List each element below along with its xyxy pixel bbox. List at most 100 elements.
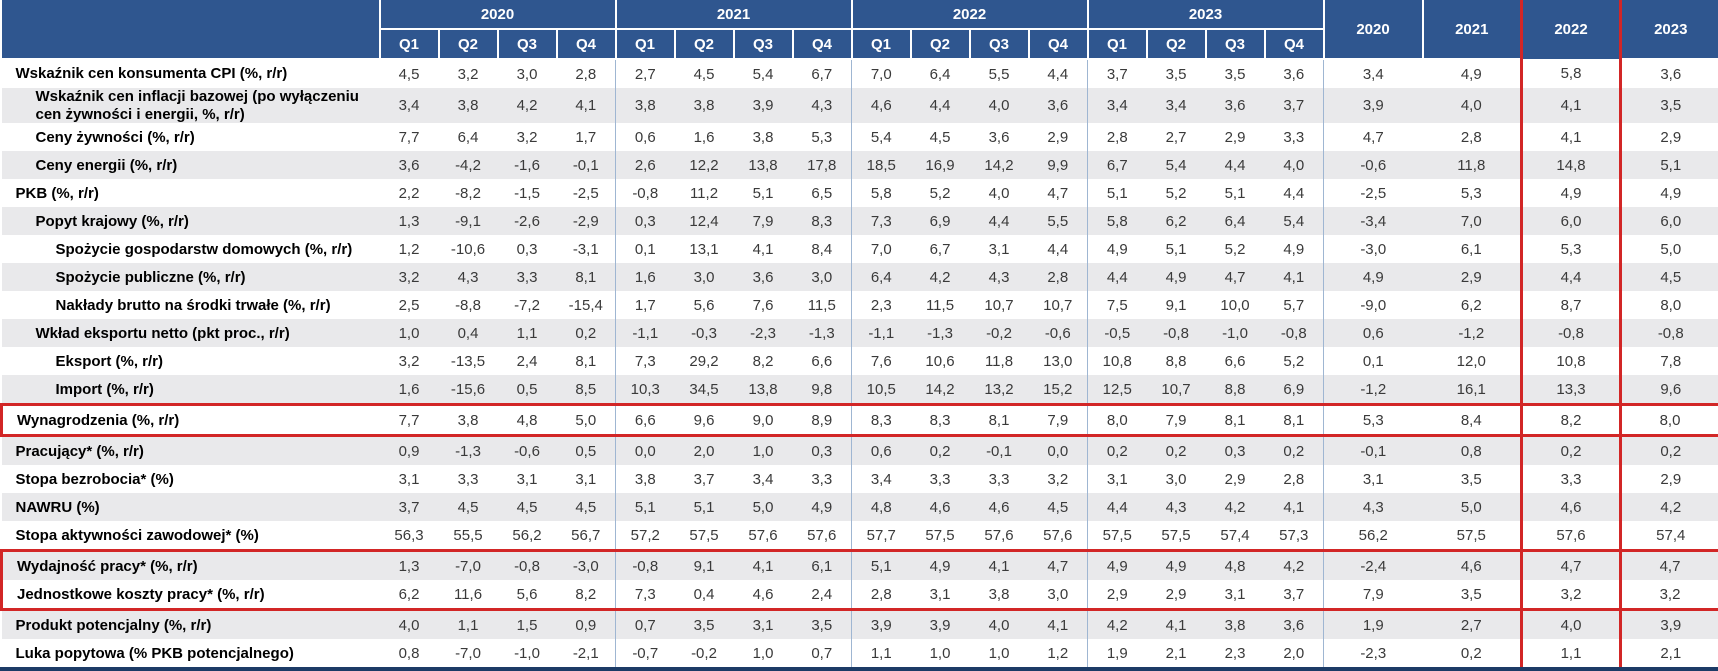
value-cell: 3,1 xyxy=(575,470,597,488)
value-cell: 2,1 xyxy=(1660,644,1682,662)
value-cell: 4,1 xyxy=(752,240,774,258)
value-cell: 3,6 xyxy=(398,156,420,174)
table-row: Pracujący* (%, r/r) 0,9 -1,3 -0,6 0,5 0,0 2,0 1… xyxy=(1,435,1718,466)
value-cell: 13,2 xyxy=(984,380,1014,398)
value-cell: 4,4 xyxy=(1520,263,1622,292)
year-header-2022: 2022 xyxy=(850,0,1089,30)
value-cell: 1,1 xyxy=(851,639,911,668)
year-header-2021: 2021 xyxy=(614,0,853,30)
table-row: Produkt potencjalny (%, r/r) 4,0 1,1 1,5 0,9… xyxy=(1,609,1718,640)
value-cell: 0,5 xyxy=(516,380,538,398)
row-label: Nakłady brutto na środki trwałe (%, r/r) xyxy=(55,296,331,314)
value-cell: 5,1 xyxy=(693,498,715,516)
table-row: Popyt krajowy (%, r/r) 1,3 -9,1 -2,6 -2,9 0,3… xyxy=(1,207,1718,236)
value-cell: 4,9 xyxy=(1087,549,1147,581)
value-cell: 10,8 xyxy=(1520,347,1622,376)
value-cell: 7,0 xyxy=(851,235,911,264)
value-cell: -2,5 xyxy=(572,184,599,202)
value-cell: -2,4 xyxy=(1323,549,1423,581)
value-cell: 5,1 xyxy=(1165,240,1187,258)
value-cell: 10,5 xyxy=(851,375,911,405)
value-cell: 2,3 xyxy=(1224,644,1246,662)
value-cell: 3,7 xyxy=(693,470,715,488)
value-cell: 4,0 xyxy=(1520,609,1622,640)
quarter-header: Q4 xyxy=(1027,28,1089,60)
value-cell: 0,7 xyxy=(615,609,675,640)
value-cell: 0,2 xyxy=(1520,435,1622,466)
value-cell: -9,0 xyxy=(1323,291,1423,320)
value-cell: 2,9 xyxy=(1146,580,1206,612)
value-cell: 4,6 xyxy=(988,498,1010,516)
value-cell: 4,9 xyxy=(1283,240,1305,258)
row-label: Spożycie publiczne (%, r/r) xyxy=(55,268,246,286)
value-cell: 8,4 xyxy=(811,240,833,258)
value-cell: -2,3 xyxy=(750,324,776,342)
year-header-2020: 2020 xyxy=(378,0,617,30)
value-cell: 3,5 xyxy=(1460,470,1482,488)
value-cell: 5,6 xyxy=(497,580,557,612)
value-cell: -0,8 xyxy=(1657,324,1684,342)
value-cell: -7,0 xyxy=(438,549,498,581)
value-cell: -0,2 xyxy=(986,324,1012,342)
value-cell: 7,9 xyxy=(1323,580,1423,612)
value-cell: 5,6 xyxy=(693,296,715,314)
value-cell: 0,2 xyxy=(929,442,951,460)
value-cell: 4,6 xyxy=(851,88,911,124)
value-cell: 7,7 xyxy=(379,403,439,438)
value-cell: 5,4 xyxy=(851,123,911,152)
value-cell: 56,2 xyxy=(512,526,542,544)
value-cell: 5,0 xyxy=(1660,240,1682,258)
value-cell: 4,7 xyxy=(1520,549,1622,581)
value-cell: 1,2 xyxy=(398,240,420,258)
value-cell: 57,5 xyxy=(689,526,719,544)
value-cell: 4,2 xyxy=(1660,498,1682,516)
value-cell: 57,6 xyxy=(748,526,778,544)
value-cell: 4,5 xyxy=(1047,498,1069,516)
value-cell: 8,3 xyxy=(851,403,911,438)
value-cell: 2,9 xyxy=(1460,268,1482,286)
quarter-header: Q2 xyxy=(437,28,499,60)
value-cell: 4,4 xyxy=(1047,65,1069,83)
value-cell: 1,3 xyxy=(379,549,439,581)
value-cell: 4,8 xyxy=(497,403,557,438)
value-cell: 1,1 xyxy=(1520,639,1622,668)
quarter-header: Q2 xyxy=(1145,28,1207,60)
value-cell: 3,3 xyxy=(988,470,1010,488)
value-cell: -0,6 xyxy=(1044,324,1071,342)
value-cell: 3,9 xyxy=(1660,616,1682,634)
value-cell: 14,2 xyxy=(925,380,955,398)
value-cell: 3,6 xyxy=(1283,65,1305,83)
value-cell: 3,5 xyxy=(811,616,833,634)
value-cell: 1,6 xyxy=(398,380,420,398)
row-label: Pracujący* (%, r/r) xyxy=(15,442,144,460)
value-cell: 8,4 xyxy=(1422,403,1522,438)
value-cell: -4,2 xyxy=(455,156,481,174)
row-label: Luka popytowa (% PKB potencjalnego) xyxy=(15,644,294,662)
quarter-header: Q2 xyxy=(909,28,971,60)
value-cell: 4,9 xyxy=(1146,549,1206,581)
value-cell: 4,9 xyxy=(1087,235,1147,264)
value-cell: 2,4 xyxy=(516,352,538,370)
value-cell: 2,9 xyxy=(1224,128,1246,146)
value-cell: 6,4 xyxy=(851,263,911,292)
value-cell: 3,1 xyxy=(398,470,420,488)
value-cell: 4,9 xyxy=(910,549,970,581)
value-cell: 3,8 xyxy=(693,97,715,115)
value-cell: 56,3 xyxy=(394,526,424,544)
value-cell: 16,9 xyxy=(925,156,955,174)
value-cell: 3,3 xyxy=(811,470,833,488)
value-cell: 3,5 xyxy=(1422,580,1522,612)
value-cell: 2,9 xyxy=(1087,580,1147,612)
value-cell: 2,0 xyxy=(1283,644,1305,662)
value-cell: -0,2 xyxy=(691,644,717,662)
value-cell: 10,6 xyxy=(925,352,955,370)
value-cell: 4,0 xyxy=(398,616,420,634)
value-cell: 10,0 xyxy=(1220,296,1250,314)
value-cell: 3,9 xyxy=(1323,88,1423,124)
value-cell: 15,2 xyxy=(1043,380,1073,398)
value-cell: 3,7 xyxy=(1283,97,1305,115)
value-cell: 5,2 xyxy=(1165,184,1187,202)
value-cell: 0,2 xyxy=(1087,435,1147,466)
value-cell: 3,6 xyxy=(1224,97,1246,115)
value-cell: -2,3 xyxy=(1323,639,1423,668)
